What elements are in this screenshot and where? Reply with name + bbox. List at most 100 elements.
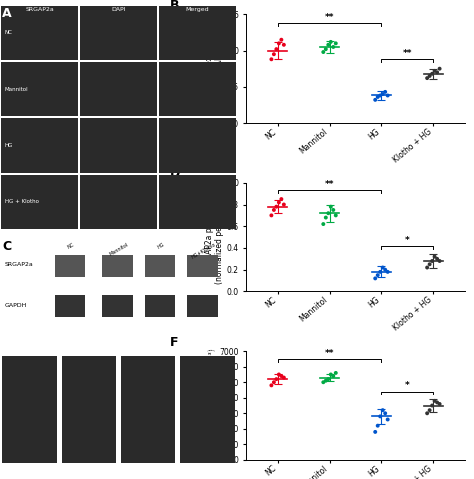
Point xyxy=(374,93,382,101)
Text: NC: NC xyxy=(5,31,13,35)
Point xyxy=(275,371,283,378)
Point xyxy=(423,74,431,82)
Text: **: ** xyxy=(325,349,334,358)
Bar xyxy=(187,255,218,277)
Bar xyxy=(187,295,218,317)
Point xyxy=(322,214,329,221)
Point xyxy=(268,212,275,219)
Point xyxy=(322,46,329,53)
Bar xyxy=(80,62,157,116)
Text: F: F xyxy=(170,336,179,349)
Point xyxy=(382,410,389,417)
Point xyxy=(329,206,337,214)
Point xyxy=(319,378,327,386)
Text: *: * xyxy=(405,381,410,390)
Point xyxy=(384,268,392,276)
Point xyxy=(372,274,379,282)
Text: C: C xyxy=(2,240,11,253)
Point xyxy=(280,41,288,49)
Bar xyxy=(145,255,175,277)
Point xyxy=(374,422,382,430)
Point xyxy=(278,36,285,44)
Point xyxy=(270,206,278,214)
Point xyxy=(374,271,382,279)
Point xyxy=(278,195,285,203)
Point xyxy=(280,374,288,381)
Point xyxy=(428,402,436,410)
Text: *: * xyxy=(405,236,410,245)
Point xyxy=(436,257,443,265)
Text: Merged: Merged xyxy=(186,7,210,12)
Point xyxy=(273,203,280,210)
Bar xyxy=(121,356,175,464)
Point xyxy=(376,91,384,99)
Text: SRGAP2a: SRGAP2a xyxy=(5,262,34,267)
Point xyxy=(275,39,283,47)
Text: B: B xyxy=(170,0,180,12)
Point xyxy=(433,255,441,262)
Point xyxy=(270,50,278,58)
Point xyxy=(379,406,386,414)
Point xyxy=(280,201,288,208)
Bar xyxy=(1,118,78,172)
Point xyxy=(426,72,433,80)
Text: GAPDH: GAPDH xyxy=(5,303,27,308)
Bar xyxy=(159,118,236,172)
Text: HG: HG xyxy=(5,143,13,148)
Point xyxy=(322,377,329,385)
Text: **: ** xyxy=(325,13,334,22)
Point xyxy=(329,43,337,51)
Point xyxy=(268,56,275,63)
Point xyxy=(327,38,335,46)
Text: DAPI: DAPI xyxy=(111,7,126,12)
Point xyxy=(428,70,436,78)
Point xyxy=(431,67,438,75)
Point xyxy=(436,400,443,408)
Text: SRGAP2a: SRGAP2a xyxy=(25,7,54,12)
Point xyxy=(325,375,332,383)
Point xyxy=(433,68,441,76)
Text: HG+Klotho: HG+Klotho xyxy=(191,242,217,260)
Point xyxy=(433,399,441,406)
Text: HG: HG xyxy=(157,242,165,251)
Text: Mannitol: Mannitol xyxy=(5,87,28,91)
Point xyxy=(426,406,433,414)
Y-axis label: Mean actin per cell (AU× 10³): Mean actin per cell (AU× 10³) xyxy=(208,349,217,462)
Point xyxy=(268,381,275,389)
Point xyxy=(319,48,327,56)
Point xyxy=(327,203,335,210)
Point xyxy=(372,428,379,436)
Point xyxy=(431,253,438,261)
Bar xyxy=(159,6,236,60)
Point xyxy=(275,198,283,206)
Bar xyxy=(102,255,133,277)
Point xyxy=(332,212,339,219)
Point xyxy=(426,261,433,268)
Point xyxy=(382,88,389,96)
Bar xyxy=(55,255,85,277)
Text: D: D xyxy=(170,167,181,181)
Point xyxy=(278,372,285,380)
Y-axis label: The relative expression
of SRGAP2a: The relative expression of SRGAP2a xyxy=(205,24,224,114)
Text: **: ** xyxy=(325,180,334,189)
Point xyxy=(329,372,337,380)
Point xyxy=(273,375,280,383)
Point xyxy=(423,410,431,417)
Point xyxy=(325,41,332,49)
Text: HG + Klotho: HG + Klotho xyxy=(5,199,39,204)
Point xyxy=(384,416,392,423)
Point xyxy=(270,378,278,386)
Bar xyxy=(1,62,78,116)
Point xyxy=(379,90,386,98)
Bar xyxy=(55,295,85,317)
Bar xyxy=(2,356,57,464)
Bar xyxy=(159,62,236,116)
Point xyxy=(319,220,327,228)
Point xyxy=(428,257,436,265)
Text: HG: HG xyxy=(144,350,152,354)
Y-axis label: SRGAP2a protein
(normalized per GAPDH): SRGAP2a protein (normalized per GAPDH) xyxy=(205,190,224,284)
Text: NC: NC xyxy=(26,350,34,354)
Bar xyxy=(80,175,157,229)
Bar xyxy=(62,356,116,464)
Bar xyxy=(145,295,175,317)
